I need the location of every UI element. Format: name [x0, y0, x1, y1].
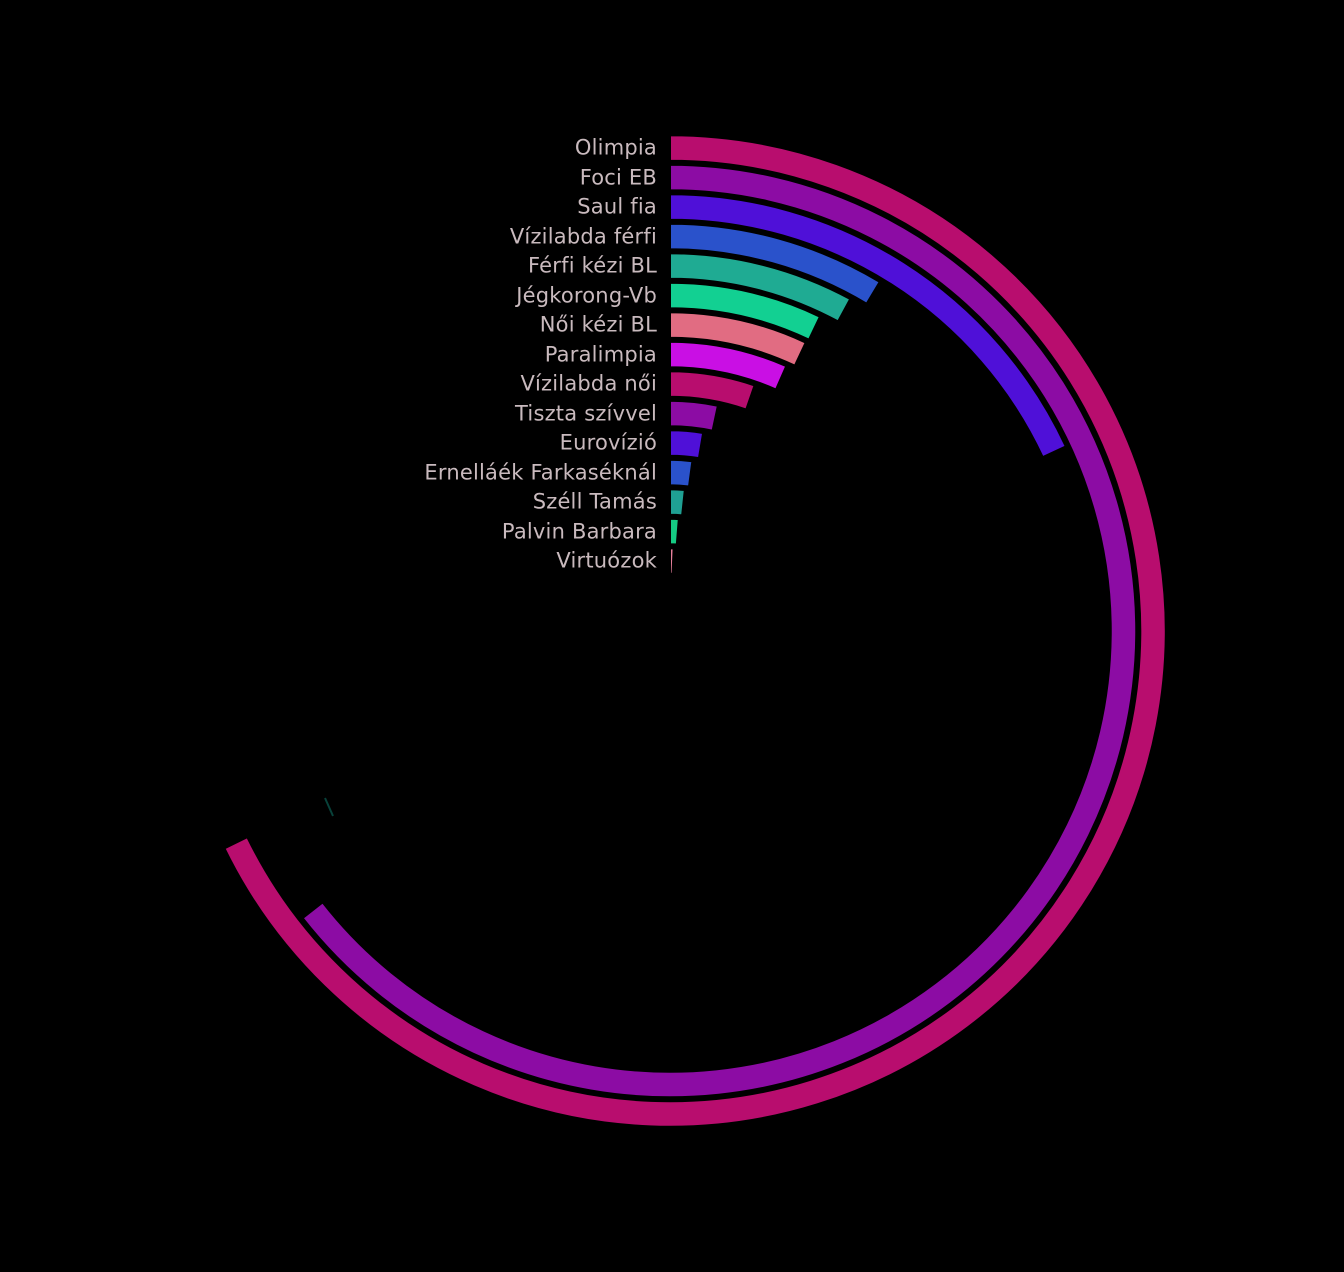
bar-arc-14	[670, 519, 679, 545]
bar-arc-13	[670, 489, 685, 515]
bar-arc-11	[670, 430, 703, 458]
stray-artifact-line	[325, 798, 333, 816]
bar-arc-12	[670, 460, 692, 487]
radial-bar-chart	[0, 0, 1344, 1272]
bar-arc-15	[670, 548, 674, 574]
bar-arc-10	[670, 401, 718, 431]
chart-canvas: OlimpiaFoci EBSaul fiaVízilabda férfiFér…	[0, 0, 1344, 1272]
